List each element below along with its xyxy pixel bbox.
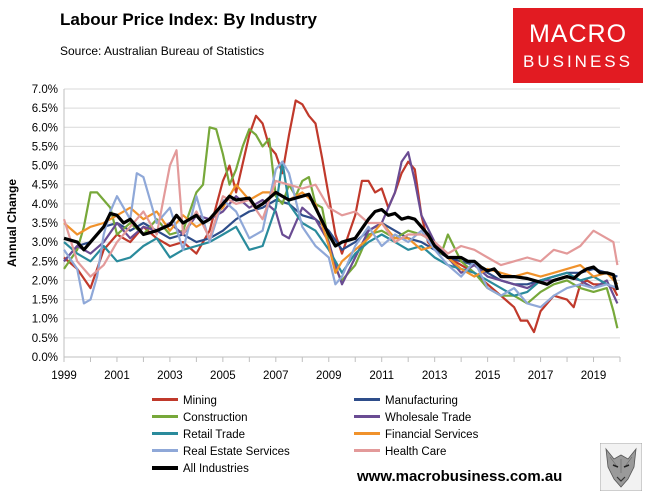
legend-item: Manufacturing <box>354 395 458 407</box>
legend-item: Mining <box>152 395 217 407</box>
y-tick-label: 7.0% <box>32 84 58 96</box>
x-tick-label: 2013 <box>422 370 448 382</box>
legend-label: All Industries <box>183 463 249 475</box>
y-tick-label: 1.0% <box>32 314 58 326</box>
legend-label: Financial Services <box>385 429 479 441</box>
y-tick-label: 5.0% <box>32 161 58 173</box>
y-tick-label: 2.5% <box>32 256 58 268</box>
y-tick-label: 3.5% <box>32 218 58 230</box>
chart-source: Source: Australian Bureau of Statistics <box>60 44 265 58</box>
legend-label: Wholesale Trade <box>385 412 472 424</box>
legend-swatch <box>152 449 178 453</box>
series-line-mining <box>63 99 619 334</box>
series-line-all-industries <box>63 190 619 291</box>
series-line-financial-services <box>63 183 619 286</box>
y-tick-label: 3.0% <box>32 237 58 249</box>
series-line-construction <box>63 126 619 329</box>
logo-line-1: MACRO <box>528 20 628 48</box>
x-tick-label: 2017 <box>528 370 554 382</box>
wolf-logo-icon <box>600 443 642 491</box>
legend-item: All Industries <box>152 463 249 475</box>
y-tick-label: 5.5% <box>32 141 58 153</box>
x-tick-label: 2005 <box>210 370 236 382</box>
y-tick-label: 1.5% <box>32 295 58 307</box>
legend-label: Manufacturing <box>385 395 458 407</box>
legend-label: Retail Trade <box>183 429 246 441</box>
website-url[interactable]: www.macrobusiness.com.au <box>357 468 563 485</box>
x-tick-label: 2009 <box>316 370 342 382</box>
x-tick-label: 2019 <box>581 370 607 382</box>
legend-swatch <box>152 432 178 436</box>
legend-label: Health Care <box>385 446 447 458</box>
legend-label: Construction <box>183 412 248 424</box>
macrobusiness-logo: MACRO BUSINESS <box>513 8 643 83</box>
legend-item: Real Estate Services <box>152 446 290 458</box>
x-tick-label: 1999 <box>51 370 77 382</box>
y-tick-label: 6.0% <box>32 122 58 134</box>
legend-item: Financial Services <box>354 429 478 441</box>
logo-line-2: BUSINESS <box>523 52 633 71</box>
y-tick-label: 4.0% <box>32 199 58 211</box>
legend-item: Retail Trade <box>152 429 245 441</box>
y-tick-label: 4.5% <box>32 180 58 192</box>
chart-title: Labour Price Index: By Industry <box>60 10 317 29</box>
x-tick-label: 2011 <box>369 370 394 382</box>
series-line-health-care <box>62 149 619 278</box>
legend-label: Mining <box>183 395 217 407</box>
y-axis-label: Annual Change <box>5 179 19 267</box>
legend-swatch <box>354 398 380 402</box>
legend-swatch <box>152 415 178 419</box>
y-tick-label: 0.5% <box>32 333 58 345</box>
x-tick-label: 2015 <box>475 370 501 382</box>
legend-swatch <box>354 432 380 436</box>
x-tick-label: 2003 <box>157 370 183 382</box>
legend-swatch <box>354 449 380 453</box>
legend-swatch <box>152 398 178 402</box>
x-tick-label: 2001 <box>104 370 130 382</box>
line-chart: 0.0% 0.5% 1.0% 1.5% 2.0% 2.5% 3.0% 3.5% 4.0% 4.5%… <box>5 84 621 382</box>
chart-series <box>62 99 619 334</box>
legend-item: Construction <box>152 412 248 424</box>
legend-item: Wholesale Trade <box>354 412 471 424</box>
legend-item: Health Care <box>354 446 446 458</box>
y-tick-label: 6.5% <box>32 103 58 115</box>
chart-axes: 0.0% 0.5% 1.0% 1.5% 2.0% 2.5% 3.0% 3.5% 4.0% 4.5%… <box>32 84 621 382</box>
y-tick-label: 2.0% <box>32 275 58 287</box>
x-tick-label: 2007 <box>263 370 289 382</box>
series-line-retail-trade <box>63 160 618 297</box>
legend-swatch <box>354 415 380 419</box>
legend-label: Real Estate Services <box>183 446 290 458</box>
y-tick-label: 0.0% <box>32 352 58 364</box>
legend-swatch <box>152 465 178 470</box>
